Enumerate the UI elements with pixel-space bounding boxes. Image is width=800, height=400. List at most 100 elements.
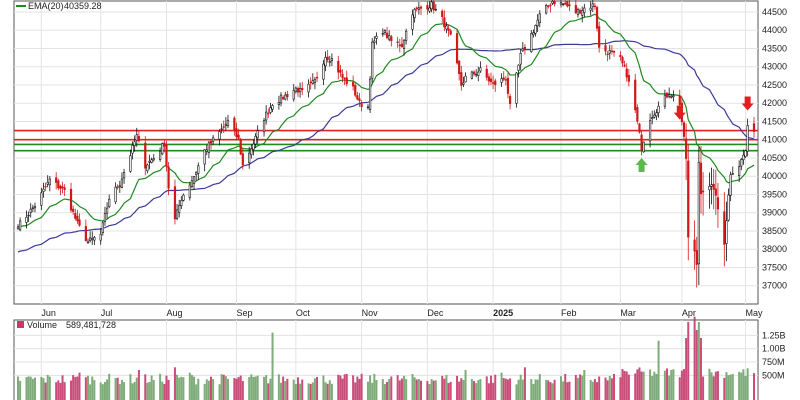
candle-body <box>337 60 340 73</box>
candle-body <box>485 68 488 78</box>
candle-body <box>294 87 297 92</box>
volume-bar <box>61 375 64 400</box>
candle-body <box>566 1 569 7</box>
candle-body <box>492 82 495 84</box>
candle-body <box>593 5 597 8</box>
volume-bar <box>547 380 550 400</box>
volume-bar <box>101 384 104 400</box>
volume-bar <box>108 373 111 400</box>
volume-bar <box>135 377 138 400</box>
price-tick-label: 43000 <box>762 62 787 72</box>
volume-bar <box>515 384 518 400</box>
volume-bar <box>443 378 446 400</box>
candle-body <box>212 137 215 142</box>
volume-bars <box>17 316 755 400</box>
candle-body <box>269 107 272 113</box>
candle-body <box>163 142 166 147</box>
volume-bar <box>549 382 552 400</box>
volume-bar <box>623 370 626 400</box>
candle-body <box>129 155 132 172</box>
volume-bar <box>562 381 565 400</box>
volume-bar <box>551 383 554 400</box>
candle-body <box>315 76 319 79</box>
candle-body <box>93 237 96 241</box>
candle-body <box>16 226 20 230</box>
volume-bar <box>576 377 579 400</box>
candle-body <box>180 200 183 207</box>
candle-body <box>716 197 720 210</box>
volume-bar <box>591 381 594 400</box>
candle-body <box>752 123 756 132</box>
candle-body <box>655 112 658 117</box>
volume-bar <box>413 377 416 400</box>
volume-bar <box>326 383 329 400</box>
candle-body <box>116 186 119 188</box>
volume-bar <box>574 374 577 400</box>
volume-bar <box>613 373 616 400</box>
month-tick-label: 2025 <box>493 308 513 318</box>
volume-bar <box>46 374 49 400</box>
volume-bar <box>608 375 611 400</box>
volume-bar <box>712 376 715 400</box>
candle-body <box>203 149 206 165</box>
candle-body <box>746 125 749 152</box>
candle-body <box>322 63 325 80</box>
volume-bar <box>738 371 741 400</box>
volume-bar <box>475 383 478 400</box>
candle-body <box>487 76 490 82</box>
candle-body <box>135 134 138 141</box>
candle-body <box>530 33 533 52</box>
volume-bar <box>99 382 102 400</box>
candle-body <box>356 95 359 100</box>
volume-bar <box>25 377 28 400</box>
candle-body <box>502 77 505 80</box>
volume-bar <box>504 378 507 400</box>
volume-bar <box>532 383 535 400</box>
candle-body <box>663 94 667 107</box>
candle-body <box>105 207 109 214</box>
volume-bar <box>190 374 193 400</box>
month-axis: Jun Jul Aug Sep Oct Nov Dec 2025 Feb Mar Apr May <box>41 308 763 318</box>
volume-bar <box>176 374 179 400</box>
volume-bar <box>188 372 191 400</box>
volume-bar <box>403 375 406 400</box>
volume-tick-label: 500M <box>762 370 785 380</box>
volume-bar <box>666 368 669 400</box>
price-tick-label: 43500 <box>762 43 787 53</box>
candle-body <box>653 114 656 118</box>
candle-body <box>581 10 584 16</box>
candle-body <box>625 68 628 78</box>
volume-bar <box>369 375 372 400</box>
candle-body <box>508 96 512 104</box>
candle-body <box>445 25 448 30</box>
volume-bar <box>390 376 393 400</box>
volume-bar <box>316 376 319 400</box>
candle-body <box>612 50 616 53</box>
candle-body <box>460 72 463 86</box>
volume-legend-swatch <box>17 321 24 328</box>
candle-body <box>388 35 391 40</box>
volume-bar <box>237 377 240 400</box>
volume-bar <box>655 373 658 400</box>
candle-body <box>40 192 43 206</box>
volume-bar <box>415 379 418 400</box>
candle-body <box>738 166 741 176</box>
volume-bar <box>714 371 717 400</box>
volume-bar <box>345 373 348 400</box>
green-up-arrow <box>635 157 648 172</box>
price-tick-label: 40500 <box>762 153 787 163</box>
ema-legend-value: 40359.28 <box>64 1 102 11</box>
candle-body <box>218 131 221 140</box>
candle-body <box>699 162 703 195</box>
volume-bar <box>670 369 673 400</box>
volume-bar <box>195 384 198 400</box>
volume-bar <box>180 376 183 400</box>
candle-body <box>150 159 153 163</box>
price-tick-label: 38500 <box>762 226 787 236</box>
volume-bar <box>731 374 734 400</box>
volume-bar <box>267 383 270 400</box>
candle-body <box>167 166 170 189</box>
volume-bar <box>33 377 36 400</box>
volume-bar <box>657 340 660 400</box>
volume-bar <box>581 375 584 400</box>
